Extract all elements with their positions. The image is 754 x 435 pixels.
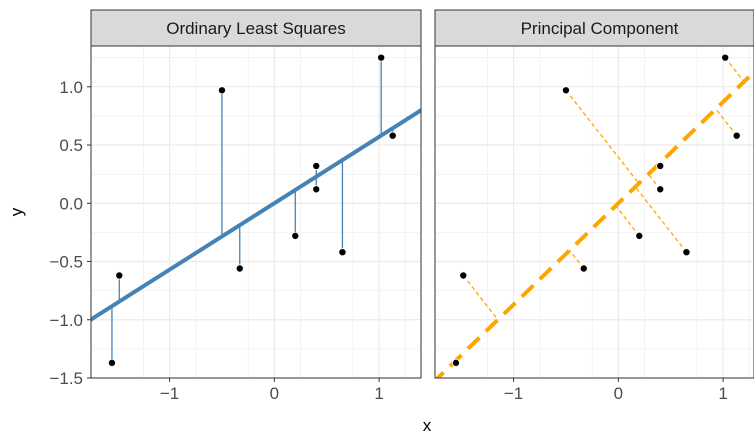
residual-segment	[715, 108, 738, 137]
y-tick-label: −0.5	[49, 253, 83, 272]
x-tick-label: 1	[718, 384, 727, 403]
panel-border	[434, 45, 754, 379]
data-point	[312, 161, 321, 170]
data-point	[107, 358, 116, 367]
data-point	[579, 264, 588, 273]
x-tick-label: 0	[270, 384, 279, 403]
panel-border	[90, 45, 422, 379]
panel-1: Ordinary Least Squares −1 0 1	[90, 9, 422, 403]
data-point	[732, 131, 741, 140]
residual-segment	[724, 57, 745, 83]
panel-2: Principal Component −1 0 1	[434, 9, 754, 403]
panel-plot-area	[435, 46, 754, 378]
panel-title: Principal Component	[521, 19, 679, 38]
data-point	[312, 185, 321, 194]
data-point	[451, 358, 460, 367]
data-point	[635, 231, 644, 240]
y-tick-label: 0.5	[59, 136, 83, 155]
data-point	[656, 185, 665, 194]
y-tick-label: 0.0	[59, 194, 83, 213]
data-point	[377, 53, 386, 62]
data-point	[721, 53, 730, 62]
panel-background	[435, 46, 754, 378]
x-tick-label: 0	[614, 384, 623, 403]
panel-title: Ordinary Least Squares	[166, 19, 346, 38]
data-point	[115, 271, 124, 280]
fit-line	[435, 69, 754, 378]
residual-segment	[462, 275, 499, 321]
y-tick-label: −1.0	[49, 311, 83, 330]
residual-segment	[565, 89, 640, 184]
x-tick-label: 1	[374, 384, 383, 403]
data-point	[656, 161, 665, 170]
strip-background	[90, 9, 422, 47]
panel-plot-area	[91, 46, 421, 378]
y-axis-title: y	[7, 207, 26, 216]
fit-line	[91, 107, 421, 322]
panel-background	[91, 46, 421, 378]
x-tick-label: −1	[504, 384, 523, 403]
x-axis-title: x	[423, 416, 432, 435]
y-tick-label: 1.0	[59, 78, 83, 97]
data-point	[682, 248, 691, 257]
data-point	[561, 86, 570, 95]
data-point	[291, 231, 300, 240]
x-tick-label: −1	[160, 384, 179, 403]
y-tick-label: −1.5	[49, 369, 83, 388]
data-point	[388, 131, 397, 140]
residual-segment	[615, 205, 640, 237]
data-point	[459, 271, 468, 280]
data-point	[217, 86, 226, 95]
strip-background	[434, 9, 754, 47]
data-point	[235, 264, 244, 273]
data-point	[338, 248, 347, 257]
